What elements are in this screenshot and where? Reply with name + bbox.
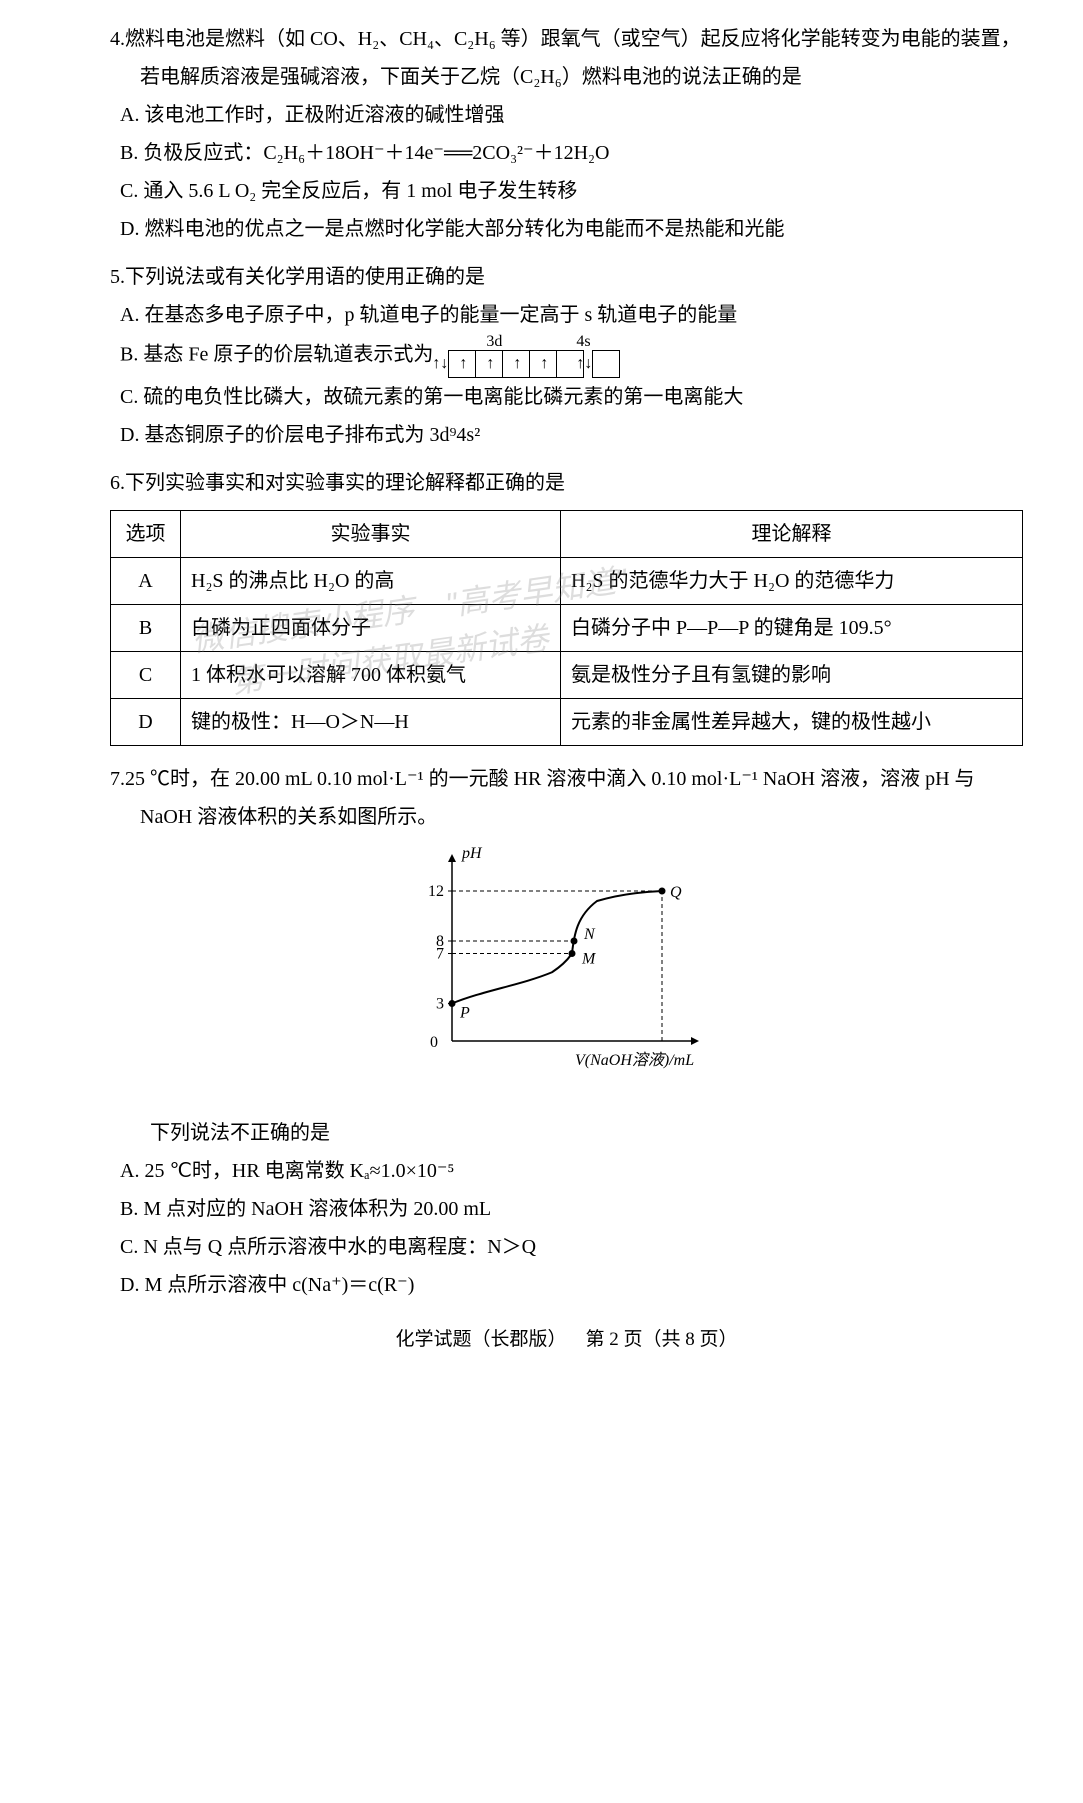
q5-option-c: C. 硫的电负性比磷大，故硫元素的第一电离能比磷元素的第一电离能大 <box>120 378 1023 416</box>
q7-option-b: B. M 点对应的 NaOH 溶液体积为 20.00 mL <box>120 1190 1023 1228</box>
experiment-table: 选项 实验事实 理论解释 A H₂S 的沸点比 H₂O 的高 H₂S 的范德华力… <box>110 510 1023 746</box>
orbital-diagram: 3d ↑↓ ↑ ↑ ↑ ↑ 4s ↑↓ <box>444 334 624 378</box>
q5-option-a: A. 在基态多电子原子中，p 轨道电子的能量一定高于 s 轨道电子的能量 <box>120 296 1023 334</box>
svg-text:Q: Q <box>670 884 682 901</box>
q4-option-a: A. 该电池工作时，正极附近溶液的碱性增强 <box>120 96 1023 134</box>
svg-text:12: 12 <box>428 883 444 900</box>
q6-stem: 下列实验事实和对实验事实的理论解释都正确的是 <box>125 472 565 494</box>
table-header-row: 选项 实验事实 理论解释 <box>111 511 1023 558</box>
q4-num: 4. <box>110 28 125 50</box>
q5-option-b: B. 基态 Fe 原子的价层轨道表示式为 3d ↑↓ ↑ ↑ ↑ ↑ 4s ↑↓ <box>120 334 1023 378</box>
th-option: 选项 <box>111 511 181 558</box>
table-row: C 1 体积水可以溶解 700 体积氨气 氨是极性分子且有氢键的影响 <box>111 652 1023 699</box>
orbital-3d-boxes: ↑↓ ↑ ↑ ↑ ↑ <box>448 350 584 378</box>
svg-text:V(NaOH溶液)/mL: V(NaOH溶液)/mL <box>575 1051 694 1069</box>
table-row: B 白磷为正四面体分子 白磷分子中 P—P—P 的键角是 109.5° <box>111 605 1023 652</box>
page-footer: 化学试题（长郡版） 第 2 页（共 8 页） <box>110 1322 1023 1358</box>
svg-text:0: 0 <box>430 1034 438 1051</box>
q7-stem: 25 ℃时，在 20.00 mL 0.10 mol·L⁻¹ 的一元酸 HR 溶液… <box>125 768 975 828</box>
th-fact: 实验事实 <box>181 511 561 558</box>
q4-option-c: C. 通入 5.6 L O₂ 完全反应后，有 1 mol 电子发生转移 <box>120 172 1023 210</box>
q7-substem: 下列说法不正确的是 <box>120 1114 1023 1152</box>
q5-option-d: D. 基态铜原子的价层电子排布式为 3d⁹4s² <box>120 416 1023 454</box>
q4-stem: 燃料电池是燃料（如 CO、H₂、CH₄、C₂H₆ 等）跟氧气（或空气）起反应将化… <box>125 28 1021 88</box>
question-7: 7.25 ℃时，在 20.00 mL 0.10 mol·L⁻¹ 的一元酸 HR … <box>110 760 1023 1304</box>
q5-b-prefix: B. 基态 Fe 原子的价层轨道表示式为 <box>120 344 433 366</box>
q7-option-a: A. 25 ℃时，HR 电离常数 Kₐ≈1.0×10⁻⁵ <box>120 1152 1023 1190</box>
table-row: D 键的极性：H—O＞N—H 元素的非金属性差异越大，键的极性越小 <box>111 699 1023 746</box>
question-6: 6.下列实验事实和对实验事实的理论解释都正确的是 微信搜索小程序 "高考早知道"… <box>110 464 1023 746</box>
q5-stem: 下列说法或有关化学用语的使用正确的是 <box>125 266 485 288</box>
svg-text:P: P <box>459 1005 470 1022</box>
question-5: 5.下列说法或有关化学用语的使用正确的是 A. 在基态多电子原子中，p 轨道电子… <box>110 258 1023 454</box>
q4-option-d: D. 燃料电池的优点之一是点燃时化学能大部分转化为电能而不是热能和光能 <box>120 210 1023 248</box>
q5-num: 5. <box>110 266 125 288</box>
orbital-4s-boxes: ↑↓ <box>592 350 620 378</box>
svg-text:N: N <box>583 926 596 943</box>
svg-text:pH: pH <box>461 846 483 862</box>
table-row: A H₂S 的沸点比 H₂O 的高 H₂S 的范德华力大于 H₂O 的范德华力 <box>111 558 1023 605</box>
q7-num: 7. <box>110 768 125 790</box>
question-4: 4.燃料电池是燃料（如 CO、H₂、CH₄、C₂H₆ 等）跟氧气（或空气）起反应… <box>110 20 1023 248</box>
q7-option-d: D. M 点所示溶液中 c(Na⁺)＝c(R⁻) <box>120 1266 1023 1304</box>
titration-chart: pHV(NaOH溶液)/mL037812PMNQ <box>110 846 1023 1104</box>
svg-text:3: 3 <box>436 996 444 1013</box>
q7-option-c: C. N 点与 Q 点所示溶液中水的电离程度：N＞Q <box>120 1228 1023 1266</box>
th-explain: 理论解释 <box>561 511 1023 558</box>
q6-num: 6. <box>110 472 125 494</box>
q4-option-b: B. 负极反应式：C₂H₆＋18OH⁻＋14e⁻══2CO₃²⁻＋12H₂O <box>120 134 1023 172</box>
svg-text:8: 8 <box>436 933 444 950</box>
svg-text:M: M <box>581 951 597 968</box>
chart-svg: pHV(NaOH溶液)/mL037812PMNQ <box>397 846 737 1091</box>
